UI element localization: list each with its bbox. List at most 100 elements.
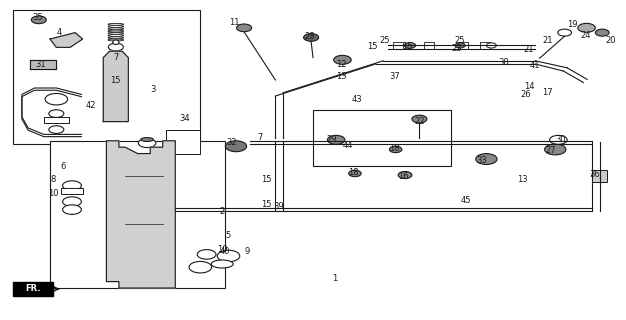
- Text: 40: 40: [220, 247, 230, 256]
- Text: 15: 15: [367, 42, 377, 51]
- Text: 2: 2: [220, 207, 225, 216]
- Text: 38: 38: [498, 58, 510, 67]
- Polygon shape: [106, 141, 175, 288]
- Circle shape: [398, 172, 412, 179]
- Bar: [61, 188, 83, 194]
- Bar: [166, 130, 200, 154]
- Text: 7: 7: [113, 53, 118, 62]
- Ellipse shape: [108, 35, 124, 36]
- Text: 8: 8: [51, 175, 56, 184]
- Circle shape: [45, 93, 68, 105]
- Circle shape: [217, 250, 240, 262]
- Text: FR.: FR.: [25, 284, 41, 293]
- Text: 12: 12: [336, 60, 346, 68]
- Text: 13: 13: [336, 72, 346, 81]
- Text: 3: 3: [151, 85, 156, 94]
- Bar: [13, 282, 53, 296]
- Text: 15: 15: [261, 175, 271, 184]
- Circle shape: [197, 250, 216, 259]
- Polygon shape: [30, 60, 56, 69]
- Circle shape: [108, 43, 123, 51]
- Circle shape: [389, 146, 402, 153]
- Circle shape: [486, 43, 496, 48]
- Text: 39: 39: [274, 202, 284, 211]
- Text: 32: 32: [227, 138, 237, 147]
- Text: 43: 43: [352, 95, 362, 104]
- Bar: [458, 42, 468, 49]
- Text: 25: 25: [455, 36, 465, 44]
- Text: 45: 45: [461, 196, 471, 204]
- Circle shape: [138, 139, 156, 148]
- Text: 31: 31: [36, 60, 46, 68]
- Ellipse shape: [211, 260, 233, 268]
- Ellipse shape: [108, 26, 124, 28]
- Circle shape: [545, 144, 566, 155]
- Text: 25: 25: [380, 36, 390, 44]
- Text: 24: 24: [580, 31, 590, 40]
- Text: 35: 35: [33, 13, 43, 22]
- Text: 29: 29: [327, 135, 337, 144]
- Text: 33: 33: [476, 156, 488, 164]
- Text: 15: 15: [111, 76, 121, 84]
- Circle shape: [476, 154, 497, 164]
- Circle shape: [49, 126, 64, 133]
- Text: 15: 15: [261, 200, 271, 209]
- Circle shape: [404, 43, 416, 48]
- Bar: [50, 141, 225, 288]
- Text: 27: 27: [546, 146, 556, 155]
- Text: 19: 19: [568, 20, 578, 28]
- Circle shape: [63, 205, 81, 214]
- Text: 9: 9: [245, 247, 250, 256]
- Text: 23: 23: [452, 44, 462, 52]
- Text: 18: 18: [349, 168, 359, 177]
- Ellipse shape: [108, 32, 124, 34]
- Circle shape: [550, 135, 567, 144]
- Polygon shape: [50, 33, 83, 47]
- Text: 37: 37: [389, 72, 400, 81]
- Bar: [424, 42, 434, 49]
- Circle shape: [31, 16, 46, 24]
- Text: 36: 36: [589, 170, 600, 179]
- Bar: [44, 117, 69, 123]
- Circle shape: [595, 29, 609, 36]
- Text: 10: 10: [48, 189, 58, 198]
- Text: 20: 20: [605, 36, 615, 44]
- Ellipse shape: [108, 28, 124, 30]
- Text: 15: 15: [402, 42, 412, 51]
- Circle shape: [189, 261, 212, 273]
- Text: 16: 16: [399, 172, 409, 180]
- Text: 10: 10: [217, 245, 227, 254]
- Text: 28: 28: [305, 32, 315, 41]
- Text: 26: 26: [521, 90, 531, 99]
- Polygon shape: [103, 51, 128, 122]
- Text: 4: 4: [57, 28, 62, 36]
- Ellipse shape: [108, 30, 124, 32]
- Text: 34: 34: [180, 114, 190, 123]
- Text: 13: 13: [518, 175, 528, 184]
- Text: 22: 22: [414, 117, 424, 126]
- Text: 7: 7: [257, 133, 262, 142]
- Bar: [13, 10, 200, 144]
- Circle shape: [225, 141, 247, 152]
- Circle shape: [327, 135, 345, 144]
- Circle shape: [237, 24, 252, 32]
- Text: 44: 44: [342, 141, 352, 150]
- Circle shape: [334, 55, 351, 64]
- Circle shape: [558, 29, 572, 36]
- Bar: [592, 170, 607, 182]
- Text: 5: 5: [226, 231, 231, 240]
- Text: 14: 14: [524, 82, 534, 91]
- Ellipse shape: [108, 39, 124, 41]
- Circle shape: [349, 170, 361, 177]
- Bar: [393, 42, 403, 49]
- Circle shape: [455, 43, 465, 48]
- Circle shape: [63, 181, 81, 190]
- Circle shape: [412, 115, 427, 123]
- Text: 6: 6: [60, 162, 65, 171]
- Circle shape: [304, 34, 319, 41]
- Text: 41: 41: [530, 61, 540, 70]
- Text: 21: 21: [524, 45, 534, 54]
- Text: 17: 17: [543, 88, 553, 97]
- Text: 11: 11: [230, 18, 240, 27]
- Circle shape: [578, 23, 595, 32]
